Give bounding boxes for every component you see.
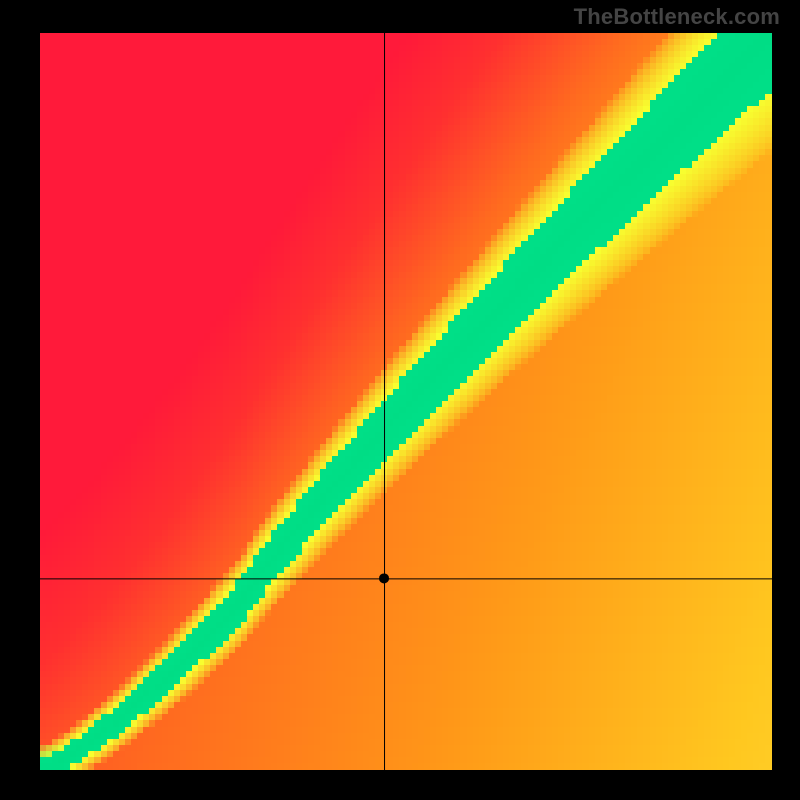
bottleneck-heatmap — [40, 33, 772, 770]
attribution-label: TheBottleneck.com — [574, 4, 780, 30]
chart-frame: TheBottleneck.com — [0, 0, 800, 800]
